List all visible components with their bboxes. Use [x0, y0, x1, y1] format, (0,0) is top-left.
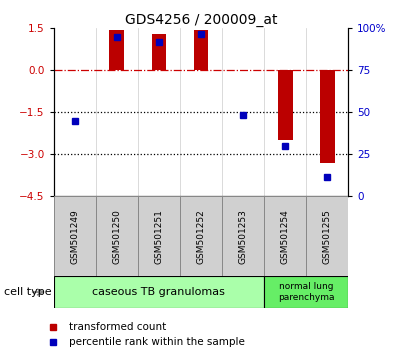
Text: GSM501249: GSM501249 — [70, 209, 79, 264]
Bar — [194, 30, 209, 70]
FancyBboxPatch shape — [264, 196, 306, 276]
FancyBboxPatch shape — [180, 196, 222, 276]
Bar — [278, 70, 293, 141]
Text: percentile rank within the sample: percentile rank within the sample — [70, 337, 245, 348]
Text: GSM501252: GSM501252 — [197, 209, 205, 264]
Text: normal lung
parenchyma: normal lung parenchyma — [278, 282, 334, 302]
Bar — [109, 30, 124, 70]
FancyBboxPatch shape — [138, 196, 180, 276]
Text: transformed count: transformed count — [70, 321, 167, 332]
FancyBboxPatch shape — [222, 196, 264, 276]
FancyBboxPatch shape — [264, 276, 348, 308]
Text: GSM501255: GSM501255 — [323, 209, 332, 264]
Text: GSM501251: GSM501251 — [154, 209, 164, 264]
Text: GSM501253: GSM501253 — [238, 209, 248, 264]
Text: caseous TB granulomas: caseous TB granulomas — [92, 287, 225, 297]
Text: cell type: cell type — [4, 287, 52, 297]
FancyBboxPatch shape — [96, 196, 138, 276]
Title: GDS4256 / 200009_at: GDS4256 / 200009_at — [125, 13, 277, 27]
FancyBboxPatch shape — [54, 196, 96, 276]
Text: GSM501254: GSM501254 — [281, 209, 290, 264]
Bar — [320, 70, 335, 163]
Bar — [152, 34, 166, 70]
FancyBboxPatch shape — [54, 276, 264, 308]
Text: GSM501250: GSM501250 — [112, 209, 121, 264]
FancyBboxPatch shape — [306, 196, 348, 276]
